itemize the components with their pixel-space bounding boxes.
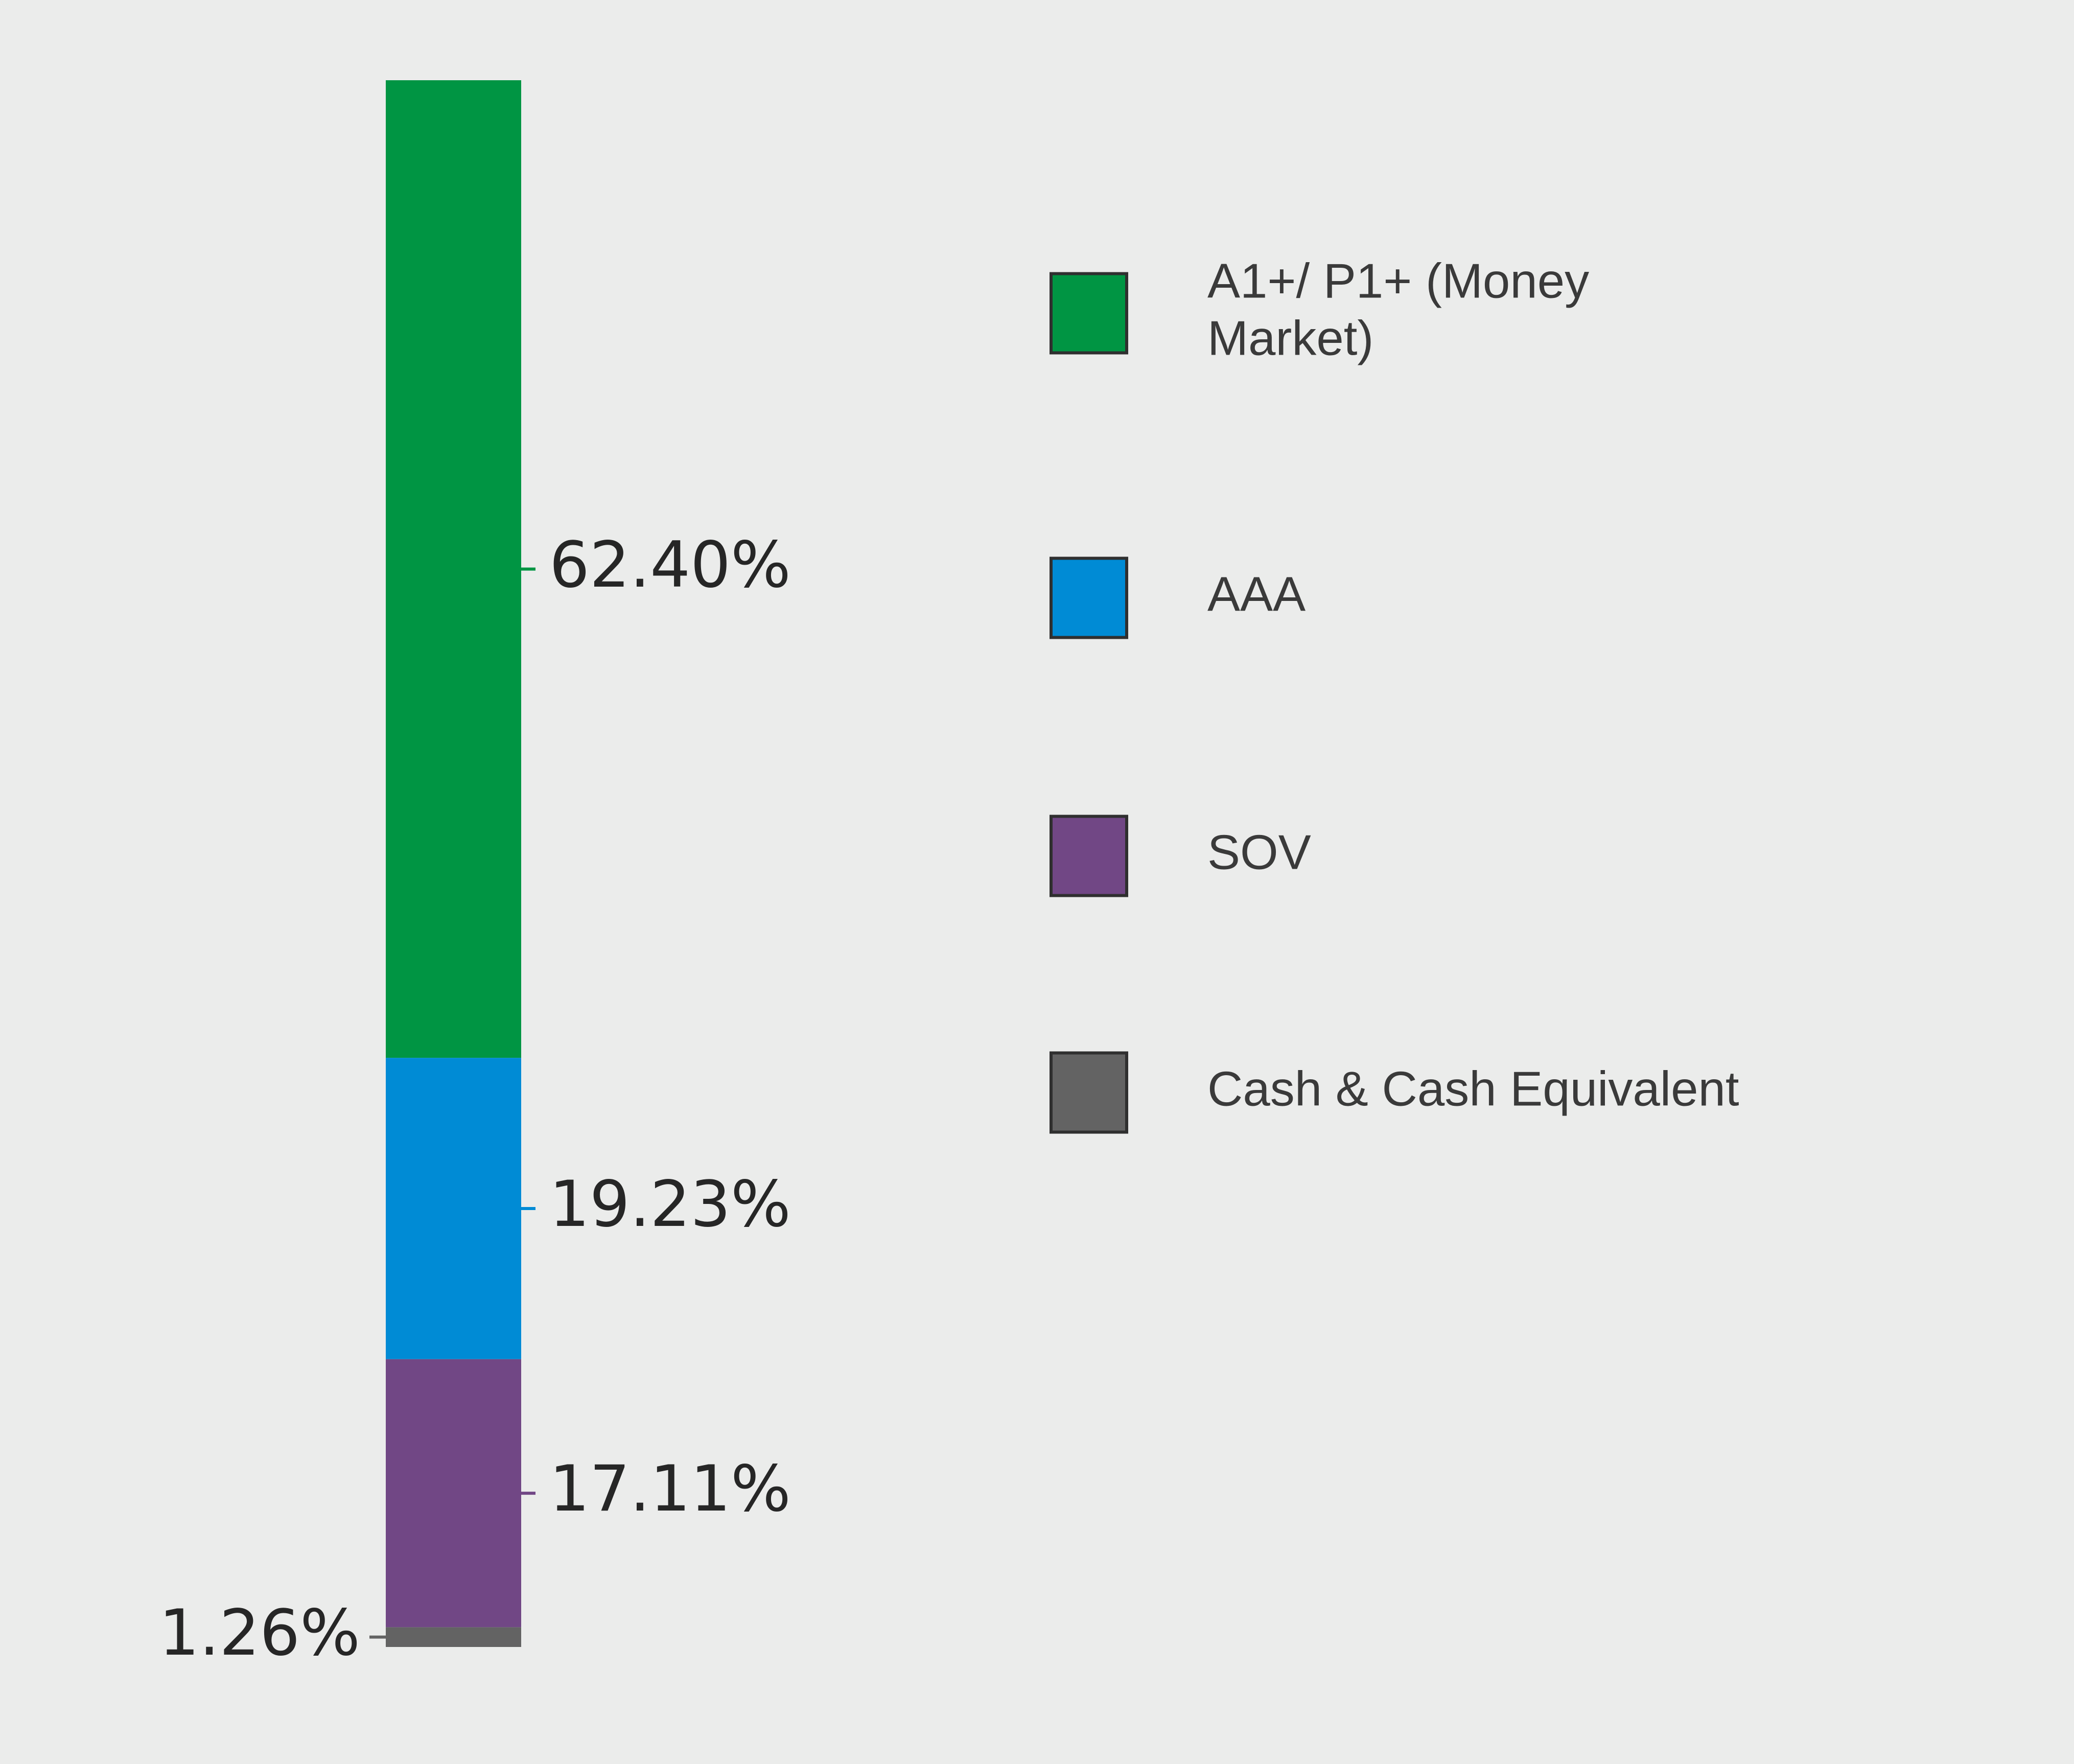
bar-segment-2: [386, 1058, 521, 1359]
legend-label-3: SOV: [1207, 825, 1311, 879]
stacked-bar: [386, 80, 521, 1647]
data-label-4: 1.26%: [159, 1596, 360, 1670]
legend-label-1-line-2: Market): [1207, 311, 1373, 365]
legend-label-1-line-1: A1+/ P1+ (Money: [1207, 253, 1589, 308]
legend-swatch-4: [1050, 1051, 1128, 1134]
data-label-1: 62.40%: [549, 528, 791, 602]
legend-swatch-2: [1050, 556, 1128, 639]
data-label-2: 19.23%: [549, 1168, 791, 1241]
legend-label-2: AAA: [1207, 567, 1306, 621]
legend-swatch-1: [1050, 272, 1128, 355]
legend-swatch-3: [1050, 815, 1128, 897]
data-label-3: 17.11%: [549, 1452, 791, 1526]
legend-label-4: Cash & Cash Equivalent: [1207, 1061, 1739, 1116]
bar-segment-3: [386, 1359, 521, 1628]
data-labels: 62.40% 19.23% 17.11% 1.26%: [159, 528, 791, 1670]
bar-segment-1: [386, 80, 521, 1058]
bar-segment-4: [386, 1627, 521, 1647]
